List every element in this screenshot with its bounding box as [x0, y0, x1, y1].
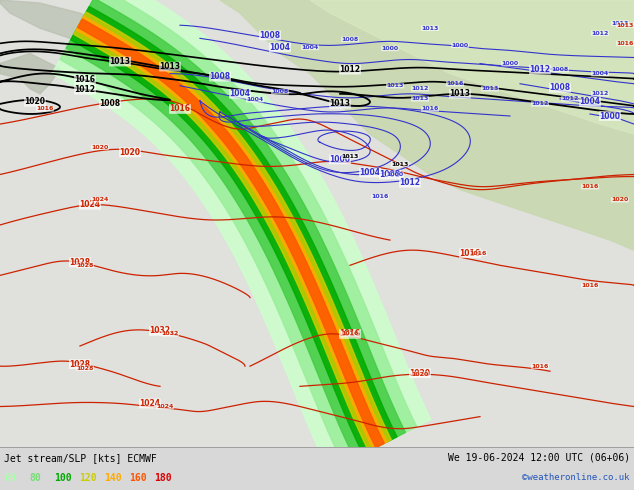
Text: 1008: 1008	[550, 83, 571, 92]
Text: 1000: 1000	[382, 46, 399, 51]
Polygon shape	[310, 0, 634, 134]
Text: 1016: 1016	[169, 104, 190, 114]
Polygon shape	[0, 0, 634, 447]
Text: 1008: 1008	[341, 37, 359, 42]
Text: 1012: 1012	[339, 65, 361, 74]
Text: 1000: 1000	[387, 172, 404, 177]
Text: 1028: 1028	[70, 258, 91, 267]
Polygon shape	[0, 0, 100, 38]
Polygon shape	[52, 0, 431, 471]
Text: 1000: 1000	[501, 61, 519, 66]
Text: 1012: 1012	[75, 85, 96, 94]
Text: 100: 100	[54, 473, 72, 483]
Text: 1008: 1008	[552, 67, 569, 72]
Text: 1013: 1013	[450, 89, 470, 98]
Text: 1004: 1004	[301, 45, 319, 50]
Text: 1016: 1016	[422, 106, 439, 111]
Text: We 19-06-2024 12:00 UTC (06+06): We 19-06-2024 12:00 UTC (06+06)	[448, 453, 630, 463]
Text: 1013: 1013	[341, 154, 359, 159]
Text: 1016: 1016	[469, 251, 487, 256]
Text: 1016: 1016	[581, 283, 598, 288]
Text: 60: 60	[4, 473, 16, 483]
Text: 1004: 1004	[359, 168, 380, 177]
Text: 1013: 1013	[422, 26, 439, 31]
Text: Jet stream/SLP [kts] ECMWF: Jet stream/SLP [kts] ECMWF	[4, 453, 157, 463]
Text: 1004: 1004	[269, 43, 290, 52]
Text: 1008: 1008	[209, 72, 231, 81]
Text: 1000: 1000	[600, 112, 621, 121]
Text: 1008: 1008	[100, 99, 120, 108]
Text: 1008: 1008	[271, 89, 288, 94]
Text: 1020: 1020	[411, 372, 429, 377]
Text: 1016: 1016	[531, 364, 548, 368]
Text: 1012: 1012	[399, 178, 420, 187]
Text: 1024: 1024	[79, 200, 101, 209]
Text: 1004: 1004	[230, 89, 250, 98]
Text: 1013: 1013	[616, 23, 634, 28]
Text: 1004: 1004	[579, 98, 600, 106]
Text: 1013: 1013	[330, 99, 351, 108]
Polygon shape	[70, 6, 397, 454]
Text: 1013: 1013	[391, 162, 409, 167]
Text: 1024: 1024	[91, 197, 108, 202]
Text: ©weatheronline.co.uk: ©weatheronline.co.uk	[522, 473, 630, 483]
Text: 1016: 1016	[460, 249, 481, 258]
Text: 1013: 1013	[611, 21, 629, 25]
Text: 1008: 1008	[379, 170, 401, 179]
Text: 1016: 1016	[36, 106, 54, 111]
Text: 1012: 1012	[592, 91, 609, 97]
Text: 1032: 1032	[161, 331, 179, 337]
Text: 1016: 1016	[339, 329, 361, 339]
Text: 1012: 1012	[529, 65, 550, 74]
Text: 1013: 1013	[160, 62, 181, 71]
Polygon shape	[74, 12, 391, 451]
Text: 1028: 1028	[76, 366, 94, 371]
Text: 1013: 1013	[481, 86, 499, 91]
Polygon shape	[76, 16, 387, 449]
Text: 1004: 1004	[247, 98, 264, 102]
Text: 1008: 1008	[259, 31, 281, 40]
Text: 1028: 1028	[70, 360, 91, 368]
Text: 1012: 1012	[561, 97, 579, 101]
Text: 1020: 1020	[611, 197, 629, 202]
Text: 1016: 1016	[75, 75, 96, 84]
Text: 160: 160	[129, 473, 146, 483]
Text: 1013: 1013	[110, 57, 131, 66]
Text: 1024: 1024	[139, 399, 160, 408]
Text: 1020: 1020	[25, 98, 46, 106]
Text: 1032: 1032	[150, 326, 171, 335]
Text: 1004: 1004	[592, 71, 609, 76]
Text: 1000: 1000	[451, 43, 469, 48]
Text: 1013: 1013	[386, 83, 404, 88]
Text: 1016: 1016	[372, 194, 389, 199]
Text: 1020: 1020	[119, 148, 141, 157]
Polygon shape	[66, 0, 406, 458]
Polygon shape	[0, 53, 60, 94]
Text: 1012: 1012	[411, 86, 429, 91]
Text: 120: 120	[79, 473, 96, 483]
Text: 1016: 1016	[581, 184, 598, 189]
Text: 1020: 1020	[91, 145, 108, 150]
Text: 1000: 1000	[330, 155, 351, 164]
Text: 1016: 1016	[446, 81, 463, 86]
Polygon shape	[78, 19, 384, 447]
Text: 1012: 1012	[531, 101, 548, 106]
Text: 1028: 1028	[76, 263, 94, 268]
Polygon shape	[60, 0, 417, 464]
Text: 1016: 1016	[616, 41, 634, 46]
Text: 180: 180	[154, 473, 172, 483]
Polygon shape	[220, 0, 634, 250]
Text: 1020: 1020	[410, 369, 430, 378]
Text: 1013: 1013	[411, 97, 429, 101]
Text: 1024: 1024	[157, 404, 174, 409]
Text: 140: 140	[104, 473, 122, 483]
Text: 1016: 1016	[341, 331, 359, 337]
Text: 80: 80	[29, 473, 41, 483]
Text: 1012: 1012	[592, 31, 609, 36]
